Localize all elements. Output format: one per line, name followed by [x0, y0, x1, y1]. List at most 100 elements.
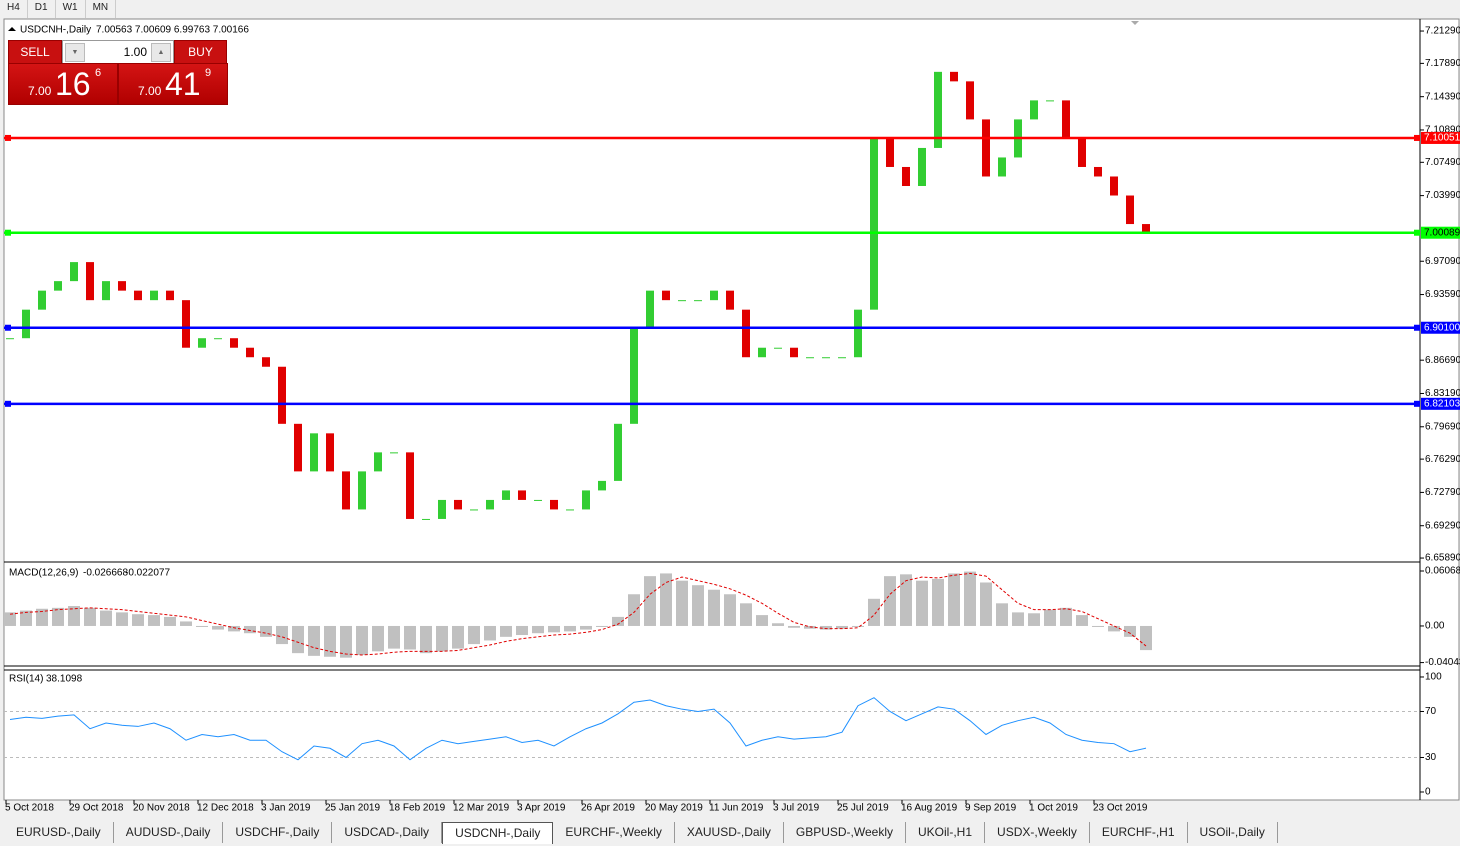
timeframe-button[interactable]: W1 [56, 0, 86, 18]
lot-input[interactable]: ▼ 1.00 ▲ [62, 40, 174, 64]
rsi-title: RSI(14) [9, 674, 43, 685]
macd-bar [420, 625, 432, 654]
candle [118, 281, 126, 291]
timeframe-button[interactable]: H4 [0, 0, 28, 18]
y-tick-label: 6.79690 [1425, 421, 1460, 432]
macd-bar [36, 608, 48, 626]
candle [966, 81, 974, 120]
candle [694, 300, 702, 302]
macd-bar [84, 607, 96, 626]
candle [598, 480, 606, 491]
x-tick-label: 20 May 2019 [645, 803, 703, 814]
chart-tab[interactable]: USOil-,Daily [1188, 822, 1278, 843]
candle [1046, 100, 1054, 102]
candle [342, 471, 350, 510]
y-tick-label: 30 [1425, 752, 1437, 763]
macd-bar [180, 621, 192, 626]
x-tick-label: 16 Aug 2019 [901, 803, 958, 814]
chart-tab[interactable]: AUDUSD-,Daily [114, 822, 224, 843]
macd-bar [244, 625, 256, 634]
chart-tab[interactable]: USDCHF-,Daily [223, 822, 333, 843]
x-tick-label: 3 Jul 2019 [773, 803, 820, 814]
timeframe-button[interactable]: D1 [28, 0, 56, 18]
buy-price[interactable]: 7.00 41 9 [118, 63, 228, 105]
x-tick-label: 29 Oct 2018 [69, 803, 124, 814]
lot-increase[interactable]: ▲ [151, 43, 171, 62]
candle [310, 433, 318, 472]
macd-bar [20, 610, 32, 626]
chart-background [3, 18, 1460, 801]
candle [326, 433, 334, 472]
macd-bar [756, 615, 768, 626]
macd-bar [436, 625, 448, 652]
candle [470, 509, 478, 511]
macd-bar [836, 625, 848, 629]
chart-tab[interactable]: UKOil-,H1 [906, 822, 986, 843]
macd-bar [724, 594, 736, 626]
candle [422, 518, 430, 520]
chart-tab[interactable]: USDX-,Weekly [985, 822, 1090, 843]
timeframe-button[interactable]: MN [86, 0, 117, 18]
macd-bar [4, 612, 16, 626]
y-tick-label: 7.17890 [1425, 58, 1460, 69]
macd-signal [9, 572, 1147, 656]
candle [214, 338, 222, 340]
macd-bar [628, 594, 640, 626]
chart-tabs: EURUSD-,Daily AUDUSD-,Daily USDCHF-,Daily U… [4, 822, 1278, 844]
macd-bar [404, 625, 416, 650]
level-label-bg [1421, 397, 1460, 410]
macd-bar [292, 625, 304, 654]
ohlc-values: 7.00563 7.00609 6.99763 7.00166 [96, 25, 249, 36]
buy-button[interactable]: BUY [174, 40, 227, 64]
macd-bar [692, 585, 704, 626]
candle [22, 309, 30, 339]
level-handle [1414, 400, 1420, 407]
macd-bar [148, 615, 160, 626]
candle [982, 119, 990, 177]
macd-bar [644, 576, 656, 626]
chart-tab[interactable]: USDCNH-,Daily [442, 822, 554, 844]
chart-tab[interactable]: EURCHF-,Weekly [553, 822, 675, 843]
chart-tab[interactable]: EURCHF-,H1 [1090, 822, 1188, 843]
candle [1142, 224, 1150, 232]
candle [294, 423, 302, 472]
macd-bar [660, 573, 672, 626]
level-handle [1414, 229, 1420, 236]
chart-tab[interactable]: USDCAD-,Daily [332, 822, 443, 843]
price-point: 9 [205, 67, 212, 79]
macd-bar [308, 625, 320, 656]
candle [374, 452, 382, 472]
candle [6, 338, 14, 340]
macd-bar [868, 598, 880, 626]
macd-bar [196, 625, 208, 627]
macd-bar [100, 610, 112, 626]
sell-price[interactable]: 7.00 16 6 [8, 63, 118, 105]
macd-bar [596, 625, 608, 627]
candle [358, 471, 366, 510]
x-tick-label: 18 Feb 2019 [389, 803, 446, 814]
price-big: 7.00 [138, 84, 162, 98]
y-tick-label: 0 [1425, 787, 1431, 798]
lot-decrease[interactable]: ▼ [65, 43, 85, 62]
y-tick-label: 70 [1425, 706, 1437, 717]
macd-bar [52, 607, 64, 626]
chart-tab[interactable]: EURUSD-,Daily [4, 822, 114, 843]
chart-window: USDCNH-,Daily 7.00563 7.00609 6.99763 7.… [3, 18, 1460, 814]
candle [1030, 100, 1038, 120]
chart-tab[interactable]: GBPUSD-,Weekly [784, 822, 907, 843]
macd-bar [1140, 625, 1152, 651]
macd-bar [964, 571, 976, 626]
level-label: 6.90100 [1424, 322, 1460, 333]
price-pips: 16 [55, 66, 91, 102]
macd-bar [356, 625, 368, 655]
candle [918, 147, 926, 187]
candle [758, 347, 766, 358]
macd-bar [740, 603, 752, 626]
candle [262, 357, 270, 367]
macd-bar [372, 625, 384, 652]
y-tick-label: 6.97090 [1425, 256, 1460, 267]
sell-button[interactable]: SELL [8, 40, 62, 64]
chart-tab[interactable]: XAUUSD-,Daily [675, 822, 784, 843]
level-label: 7.00089 [1424, 227, 1460, 238]
level-handle [5, 400, 11, 407]
